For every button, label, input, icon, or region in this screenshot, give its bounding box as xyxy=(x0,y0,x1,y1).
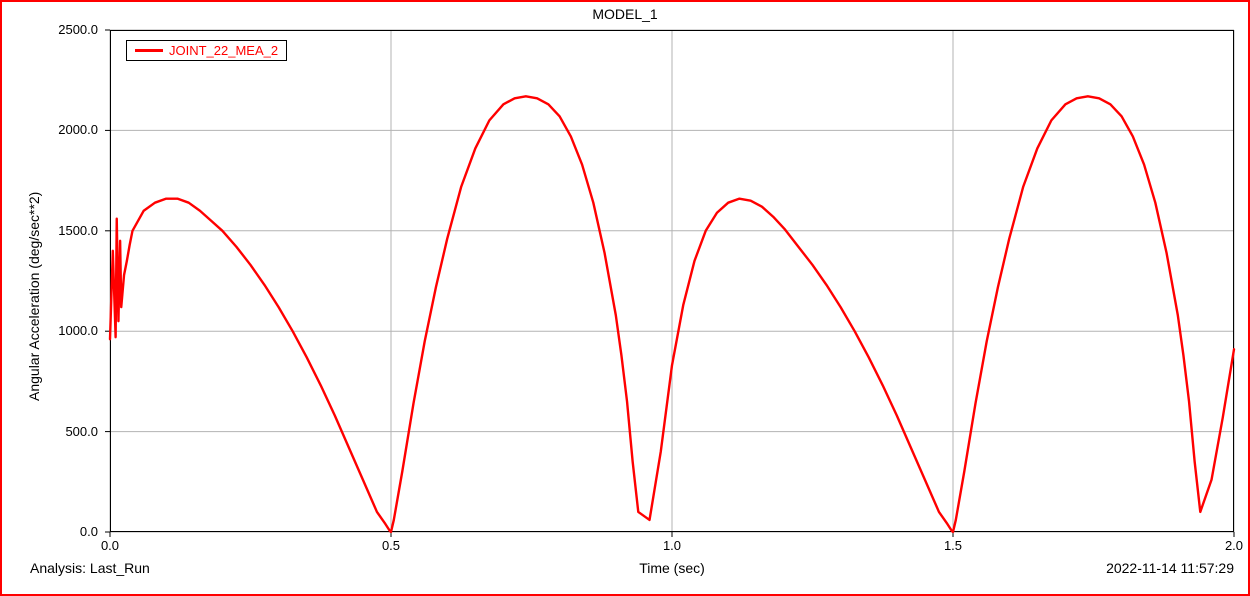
x-tick-label: 2.0 xyxy=(1214,538,1250,553)
analysis-label: Analysis: Last_Run xyxy=(30,560,150,576)
chart-plot xyxy=(110,30,1234,532)
y-tick-label: 1500.0 xyxy=(58,223,98,238)
x-tick-label: 0.0 xyxy=(90,538,130,553)
y-tick-label: 0.0 xyxy=(80,524,98,539)
legend-label: JOINT_22_MEA_2 xyxy=(169,43,278,58)
y-tick-label: 1000.0 xyxy=(58,323,98,338)
y-tick-label: 2500.0 xyxy=(58,22,98,37)
y-axis-label: Angular Acceleration (deg/sec**2) xyxy=(26,192,42,401)
legend: JOINT_22_MEA_2 xyxy=(126,40,287,61)
x-tick-label: 1.5 xyxy=(933,538,973,553)
y-tick-label: 500.0 xyxy=(65,424,98,439)
x-axis-label: Time (sec) xyxy=(622,560,722,576)
legend-swatch-icon xyxy=(135,49,163,52)
x-tick-label: 0.5 xyxy=(371,538,411,553)
chart-frame: MODEL_1 Angular Acceleration (deg/sec**2… xyxy=(0,0,1250,596)
timestamp-label: 2022-11-14 11:57:29 xyxy=(1106,560,1234,576)
chart-title: MODEL_1 xyxy=(2,6,1248,22)
y-tick-label: 2000.0 xyxy=(58,122,98,137)
x-tick-label: 1.0 xyxy=(652,538,692,553)
